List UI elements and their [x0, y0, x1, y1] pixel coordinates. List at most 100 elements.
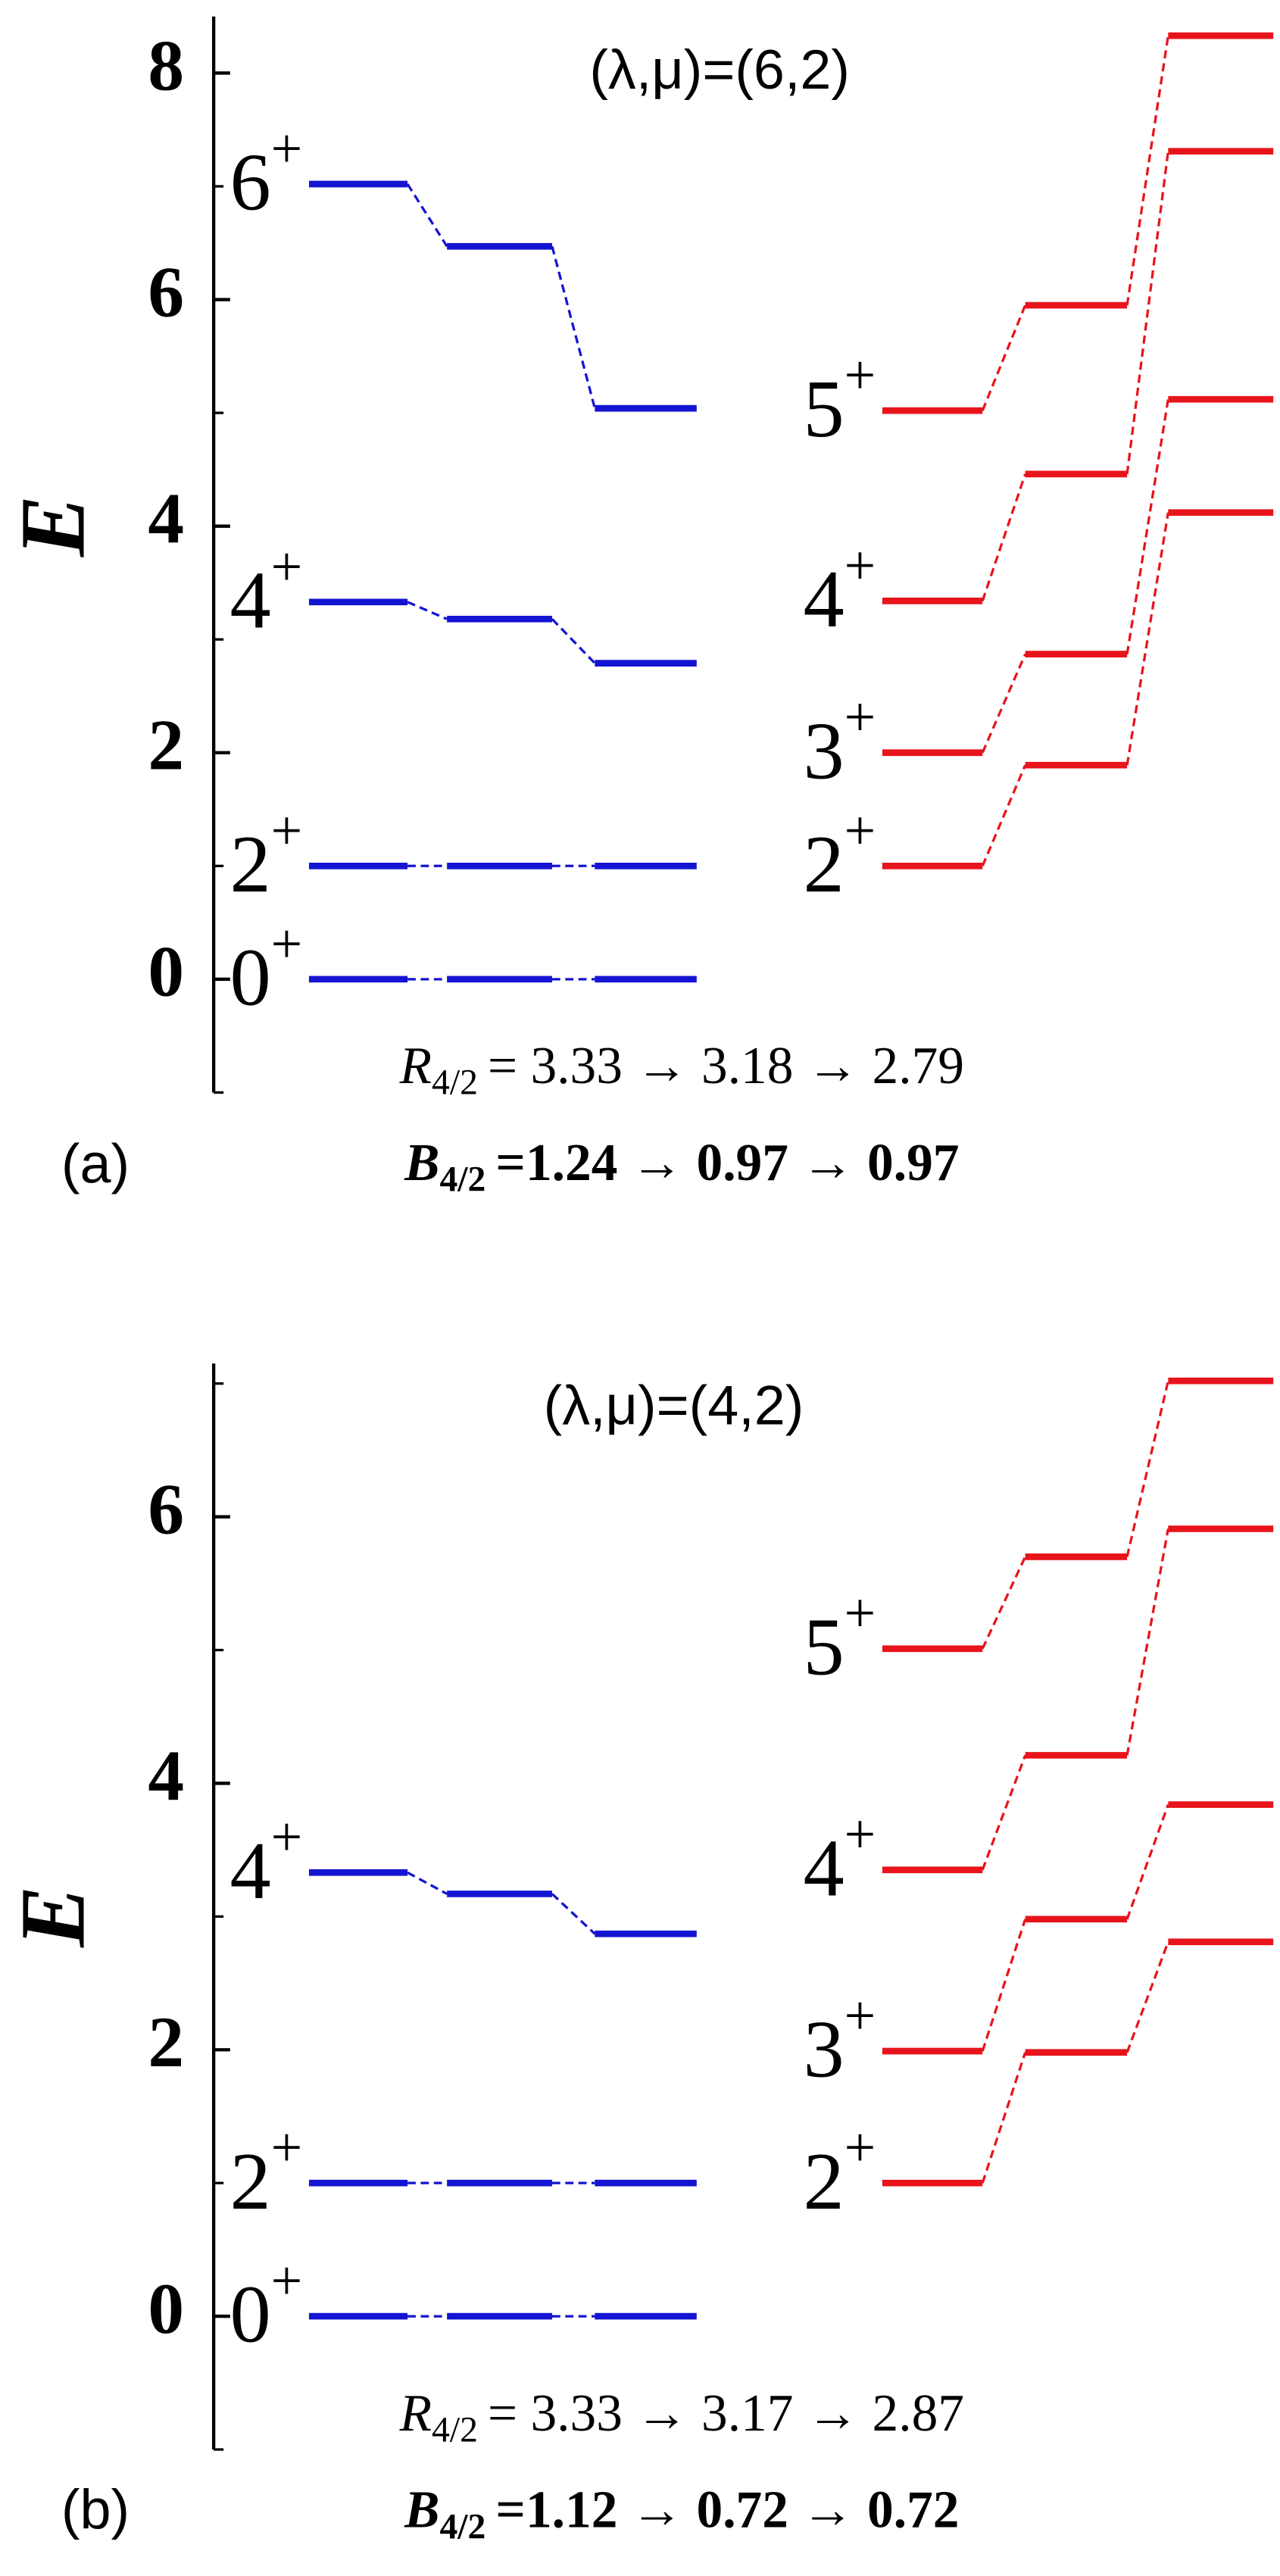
y-tick-label: 6: [148, 1469, 184, 1549]
y-tick-label: 0: [148, 2268, 184, 2349]
y-tick-label: 4: [148, 479, 184, 559]
level-connector: [407, 601, 448, 620]
parity: +: [271, 799, 303, 861]
ratio-line: B4/2 =1.12 → 0.72 → 0.72: [404, 2481, 959, 2547]
spin: 2: [229, 819, 270, 910]
parity: +: [271, 1806, 303, 1868]
ratio-value: 0.72: [697, 2481, 788, 2540]
level-connector: [551, 1893, 596, 1935]
level-connector: [981, 1754, 1027, 1871]
arrow: →: [631, 2481, 683, 2540]
level-connector: [406, 183, 448, 248]
ratio-value: 3.33: [530, 1037, 622, 1095]
ratio-symbol: R: [399, 2384, 432, 2443]
ratio-value: 0.97: [697, 1134, 788, 1192]
level-label: 6+: [229, 117, 302, 228]
spin: 5: [803, 364, 844, 454]
ratio-value: 2.79: [873, 1037, 964, 1095]
ratio-value: 0.97: [867, 1134, 959, 1192]
spin: 0: [229, 932, 270, 1023]
spin: 4: [803, 1822, 844, 1913]
level-connector: [981, 1556, 1027, 1650]
level-label: 5+: [803, 344, 876, 454]
spin: 5: [803, 1601, 844, 1692]
y-tick-label: 0: [148, 932, 184, 1012]
ratio-value: 3.33: [530, 2384, 622, 2443]
arrow: →: [807, 2384, 859, 2443]
ratio-equals: =: [495, 2481, 526, 2540]
y-tick-label: 6: [148, 251, 184, 332]
level-connector: [981, 304, 1027, 411]
arrow: →: [635, 1037, 688, 1095]
level-connector: [551, 618, 596, 664]
ratio-value: 2.87: [873, 2384, 964, 2443]
parity: +: [844, 1582, 876, 1644]
level-connector: [981, 473, 1027, 601]
level-label: 0+: [229, 913, 302, 1023]
ratio-symbol: B: [404, 1134, 439, 1192]
ratio-value: 1.12: [526, 2481, 617, 2540]
ratio-line: R4/2 = 3.33 → 3.18 → 2.79: [399, 1037, 964, 1103]
ratio-equals: =: [488, 2384, 517, 2443]
level-connector: [407, 1871, 448, 1895]
level-label: 4+: [229, 535, 302, 646]
parity: +: [844, 2116, 876, 2178]
level-label: 2+: [229, 2116, 302, 2227]
y-tick-label: 8: [148, 25, 184, 105]
level-label: 4+: [803, 534, 876, 645]
level-label: 3+: [803, 686, 876, 797]
level-connector: [1125, 35, 1169, 306]
ratio-subscript: 4/2: [432, 2409, 478, 2450]
parity: +: [271, 117, 303, 180]
parity: +: [271, 2116, 303, 2178]
spin: 6: [229, 137, 270, 228]
arrow: →: [807, 1037, 859, 1095]
parity: +: [844, 686, 876, 748]
ratio-subscript: 4/2: [432, 1063, 478, 1103]
spin: 4: [803, 554, 844, 645]
spin: 4: [229, 1825, 270, 1916]
ratio-symbol: B: [404, 2481, 439, 2540]
y-tick-label: 2: [148, 2002, 184, 2082]
level-label: 2+: [803, 2116, 876, 2227]
parity: +: [271, 2250, 303, 2312]
parity: +: [844, 1984, 876, 2047]
level-connector: [1125, 398, 1169, 654]
ratio-line: R4/2 = 3.33 → 3.17 → 2.87: [399, 2384, 964, 2450]
level-label: 2+: [803, 799, 876, 910]
y-tick-label: 4: [148, 1735, 184, 1816]
level-connector: [1125, 151, 1169, 475]
level-connector: [981, 653, 1027, 754]
parity: +: [844, 1803, 876, 1866]
level-connector: [981, 764, 1027, 866]
ratio-value: 1.24: [526, 1134, 617, 1192]
spin: 0: [229, 2269, 270, 2360]
chart-title: (λ,μ)=(4,2): [544, 1373, 804, 1436]
ratio-equals: =: [488, 1037, 517, 1095]
arrow: →: [631, 1134, 683, 1192]
ratio-symbol: R: [399, 1037, 432, 1095]
level-connector: [1125, 1528, 1169, 1756]
level-connector: [981, 1919, 1027, 2052]
level-label: 3+: [803, 1984, 876, 2095]
panel-label: (b): [61, 2478, 130, 2540]
spin: 3: [803, 705, 844, 796]
arrow: →: [635, 2384, 688, 2443]
level-label: 2+: [229, 799, 302, 910]
level-connector: [1125, 1941, 1169, 2053]
ratio-value: 3.18: [701, 1037, 793, 1095]
y-axis-label: E: [2, 1886, 104, 1948]
ratio-equals: =: [495, 1134, 526, 1192]
chart-title: (λ,μ)=(6,2): [589, 38, 850, 101]
ratio-subscript: 4/2: [439, 2506, 485, 2546]
level-label: 5+: [803, 1582, 876, 1693]
y-tick-label: 2: [148, 705, 184, 785]
arrow: →: [801, 2481, 854, 2540]
parity: +: [844, 344, 876, 406]
panel-label: (a): [61, 1132, 130, 1195]
ratio-line: B4/2 =1.24 → 0.97 → 0.97: [404, 1134, 959, 1200]
level-label: 4+: [803, 1803, 876, 1914]
spin: 2: [803, 2136, 844, 2227]
